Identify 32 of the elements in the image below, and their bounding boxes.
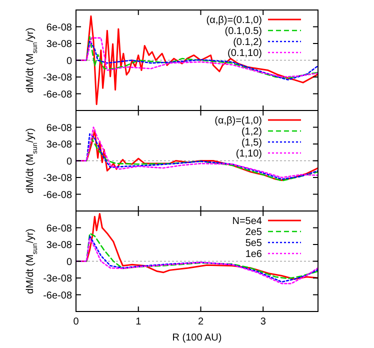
y-tick-label: 0 <box>66 156 72 168</box>
y-tick-label: 6e-08 <box>46 122 72 134</box>
x-tick-label: 2 <box>198 316 204 328</box>
y-tick-label: -3e-08 <box>43 274 72 284</box>
y-tick-label: 6e-08 <box>46 223 72 234</box>
y-tick-label: -3e-08 <box>43 72 72 84</box>
y-tick-label: 3e-08 <box>46 39 72 50</box>
legend-label: 5e5 <box>245 238 262 249</box>
x-tick-label: 1 <box>136 316 142 328</box>
legend-label: (1,10) <box>236 148 262 160</box>
legend-label: N=5e4 <box>232 216 262 227</box>
x-tick-label: 0 <box>73 316 80 328</box>
legend-label: 1e6 <box>245 249 262 260</box>
y-tick-label: 3e-08 <box>46 240 72 251</box>
y-tick-label: -6e-08 <box>43 290 72 302</box>
legend-label: (α,β)=(1,0) <box>214 116 262 126</box>
legend-label: (1,2) <box>241 126 262 138</box>
legend-label: 2e5 <box>245 227 262 238</box>
y-tick-label: -6e-08 <box>43 190 72 201</box>
legend-label: (0.1,2) <box>233 37 262 48</box>
legend-label: (0.1,10) <box>228 48 262 59</box>
legend-label: (α,β)=(0.1,0) <box>206 15 262 26</box>
x-axis-title: R (100 AU) <box>172 332 222 344</box>
y-tick-label: 6e-08 <box>46 22 72 34</box>
legend-label: (1,5) <box>241 138 262 148</box>
y-tick-label: 0 <box>66 56 72 67</box>
legend-label: (0.1,0.5) <box>224 26 262 37</box>
y-tick-label: -6e-08 <box>43 89 72 100</box>
x-tick-label: 3 <box>260 316 266 328</box>
y-tick-label: -3e-08 <box>43 173 72 184</box>
y-tick-label: 0 <box>66 256 72 268</box>
y-tick-label: 3e-08 <box>46 140 72 150</box>
